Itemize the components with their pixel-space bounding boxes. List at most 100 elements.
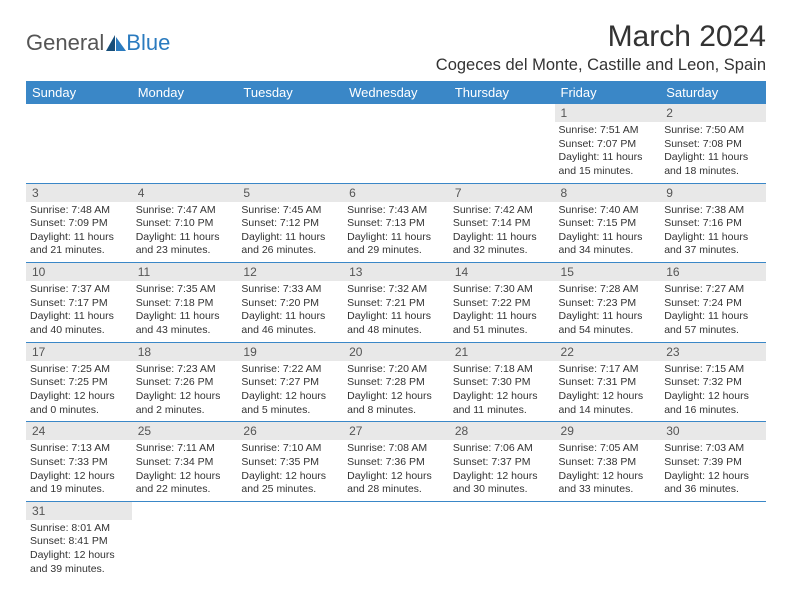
sunrise-text: Sunrise: 7:42 AM: [453, 204, 551, 218]
sunset-text: Sunset: 7:37 PM: [453, 456, 551, 470]
day-body: Sunrise: 7:50 AMSunset: 7:08 PMDaylight:…: [660, 122, 766, 183]
daylight-text-1: Daylight: 12 hours: [30, 549, 128, 563]
sunset-text: Sunset: 7:26 PM: [136, 376, 234, 390]
sunset-text: Sunset: 7:09 PM: [30, 217, 128, 231]
daylight-text-2: and 19 minutes.: [30, 483, 128, 497]
daylight-text-1: Daylight: 11 hours: [347, 231, 445, 245]
sunrise-text: Sunrise: 7:20 AM: [347, 363, 445, 377]
day-number: 25: [132, 422, 238, 440]
sunset-text: Sunset: 7:07 PM: [559, 138, 657, 152]
day-number: 22: [555, 343, 661, 361]
sunset-text: Sunset: 7:33 PM: [30, 456, 128, 470]
sunset-text: Sunset: 7:25 PM: [30, 376, 128, 390]
day-body: Sunrise: 7:47 AMSunset: 7:10 PMDaylight:…: [132, 202, 238, 263]
sunrise-text: Sunrise: 8:01 AM: [30, 522, 128, 536]
weekday-header: Tuesday: [237, 81, 343, 104]
day-body: Sunrise: 7:06 AMSunset: 7:37 PMDaylight:…: [449, 440, 555, 501]
day-number: 31: [26, 502, 132, 520]
day-number: 14: [449, 263, 555, 281]
day-body: Sunrise: 7:37 AMSunset: 7:17 PMDaylight:…: [26, 281, 132, 342]
day-body: Sunrise: 7:11 AMSunset: 7:34 PMDaylight:…: [132, 440, 238, 501]
daylight-text-2: and 34 minutes.: [559, 244, 657, 258]
daylight-text-2: and 2 minutes.: [136, 404, 234, 418]
daylight-text-1: Daylight: 11 hours: [241, 310, 339, 324]
sunset-text: Sunset: 7:34 PM: [136, 456, 234, 470]
daylight-text-1: Daylight: 11 hours: [664, 310, 762, 324]
calendar-cell: [26, 104, 132, 183]
calendar-cell: [449, 104, 555, 183]
calendar-cell: 13Sunrise: 7:32 AMSunset: 7:21 PMDayligh…: [343, 263, 449, 343]
day-number: 5: [237, 184, 343, 202]
calendar-cell: 3Sunrise: 7:48 AMSunset: 7:09 PMDaylight…: [26, 183, 132, 263]
calendar-week-row: 10Sunrise: 7:37 AMSunset: 7:17 PMDayligh…: [26, 263, 766, 343]
day-number: 19: [237, 343, 343, 361]
daylight-text-2: and 37 minutes.: [664, 244, 762, 258]
sunrise-text: Sunrise: 7:06 AM: [453, 442, 551, 456]
day-body: Sunrise: 7:43 AMSunset: 7:13 PMDaylight:…: [343, 202, 449, 263]
sunset-text: Sunset: 7:16 PM: [664, 217, 762, 231]
day-body: Sunrise: 7:30 AMSunset: 7:22 PMDaylight:…: [449, 281, 555, 342]
calendar-cell: [449, 501, 555, 580]
calendar-cell: 11Sunrise: 7:35 AMSunset: 7:18 PMDayligh…: [132, 263, 238, 343]
calendar-cell: [343, 501, 449, 580]
daylight-text-1: Daylight: 12 hours: [30, 390, 128, 404]
daylight-text-1: Daylight: 12 hours: [559, 470, 657, 484]
sunrise-text: Sunrise: 7:30 AM: [453, 283, 551, 297]
calendar-cell: 14Sunrise: 7:30 AMSunset: 7:22 PMDayligh…: [449, 263, 555, 343]
weekday-header: Wednesday: [343, 81, 449, 104]
day-number: 17: [26, 343, 132, 361]
daylight-text-1: Daylight: 11 hours: [347, 310, 445, 324]
calendar-cell: 6Sunrise: 7:43 AMSunset: 7:13 PMDaylight…: [343, 183, 449, 263]
sunrise-text: Sunrise: 7:50 AM: [664, 124, 762, 138]
sunrise-text: Sunrise: 7:10 AM: [241, 442, 339, 456]
day-number: 9: [660, 184, 766, 202]
daylight-text-1: Daylight: 12 hours: [347, 470, 445, 484]
day-number: 27: [343, 422, 449, 440]
sunrise-text: Sunrise: 7:38 AM: [664, 204, 762, 218]
daylight-text-2: and 46 minutes.: [241, 324, 339, 338]
calendar-cell: 29Sunrise: 7:05 AMSunset: 7:38 PMDayligh…: [555, 422, 661, 502]
calendar-cell: 2Sunrise: 7:50 AMSunset: 7:08 PMDaylight…: [660, 104, 766, 183]
daylight-text-2: and 39 minutes.: [30, 563, 128, 577]
day-body: Sunrise: 7:03 AMSunset: 7:39 PMDaylight:…: [660, 440, 766, 501]
daylight-text-2: and 29 minutes.: [347, 244, 445, 258]
sunrise-text: Sunrise: 7:37 AM: [30, 283, 128, 297]
calendar-body: 1Sunrise: 7:51 AMSunset: 7:07 PMDaylight…: [26, 104, 766, 580]
daylight-text-1: Daylight: 11 hours: [664, 231, 762, 245]
calendar-week-row: 31Sunrise: 8:01 AMSunset: 8:41 PMDayligh…: [26, 501, 766, 580]
daylight-text-2: and 36 minutes.: [664, 483, 762, 497]
day-body: Sunrise: 7:17 AMSunset: 7:31 PMDaylight:…: [555, 361, 661, 422]
day-body: Sunrise: 7:18 AMSunset: 7:30 PMDaylight:…: [449, 361, 555, 422]
day-number: 24: [26, 422, 132, 440]
daylight-text-1: Daylight: 12 hours: [241, 390, 339, 404]
calendar-cell: 8Sunrise: 7:40 AMSunset: 7:15 PMDaylight…: [555, 183, 661, 263]
sunset-text: Sunset: 7:17 PM: [30, 297, 128, 311]
day-body: Sunrise: 7:25 AMSunset: 7:25 PMDaylight:…: [26, 361, 132, 422]
weekday-header: Monday: [132, 81, 238, 104]
daylight-text-1: Daylight: 11 hours: [30, 310, 128, 324]
sunset-text: Sunset: 7:22 PM: [453, 297, 551, 311]
sunset-text: Sunset: 7:36 PM: [347, 456, 445, 470]
sunrise-text: Sunrise: 7:33 AM: [241, 283, 339, 297]
daylight-text-2: and 14 minutes.: [559, 404, 657, 418]
calendar-cell: [555, 501, 661, 580]
sunrise-text: Sunrise: 7:43 AM: [347, 204, 445, 218]
day-number: 26: [237, 422, 343, 440]
sunrise-text: Sunrise: 7:23 AM: [136, 363, 234, 377]
sunset-text: Sunset: 7:10 PM: [136, 217, 234, 231]
daylight-text-2: and 22 minutes.: [136, 483, 234, 497]
daylight-text-2: and 18 minutes.: [664, 165, 762, 179]
calendar-cell: [660, 501, 766, 580]
calendar-cell: 7Sunrise: 7:42 AMSunset: 7:14 PMDaylight…: [449, 183, 555, 263]
daylight-text-2: and 8 minutes.: [347, 404, 445, 418]
calendar-cell: 24Sunrise: 7:13 AMSunset: 7:33 PMDayligh…: [26, 422, 132, 502]
sunrise-text: Sunrise: 7:45 AM: [241, 204, 339, 218]
daylight-text-1: Daylight: 11 hours: [453, 231, 551, 245]
sunset-text: Sunset: 7:21 PM: [347, 297, 445, 311]
sunrise-text: Sunrise: 7:47 AM: [136, 204, 234, 218]
calendar-cell: [237, 104, 343, 183]
sunrise-text: Sunrise: 7:51 AM: [559, 124, 657, 138]
calendar-cell: 22Sunrise: 7:17 AMSunset: 7:31 PMDayligh…: [555, 342, 661, 422]
sunset-text: Sunset: 7:39 PM: [664, 456, 762, 470]
sunset-text: Sunset: 7:13 PM: [347, 217, 445, 231]
